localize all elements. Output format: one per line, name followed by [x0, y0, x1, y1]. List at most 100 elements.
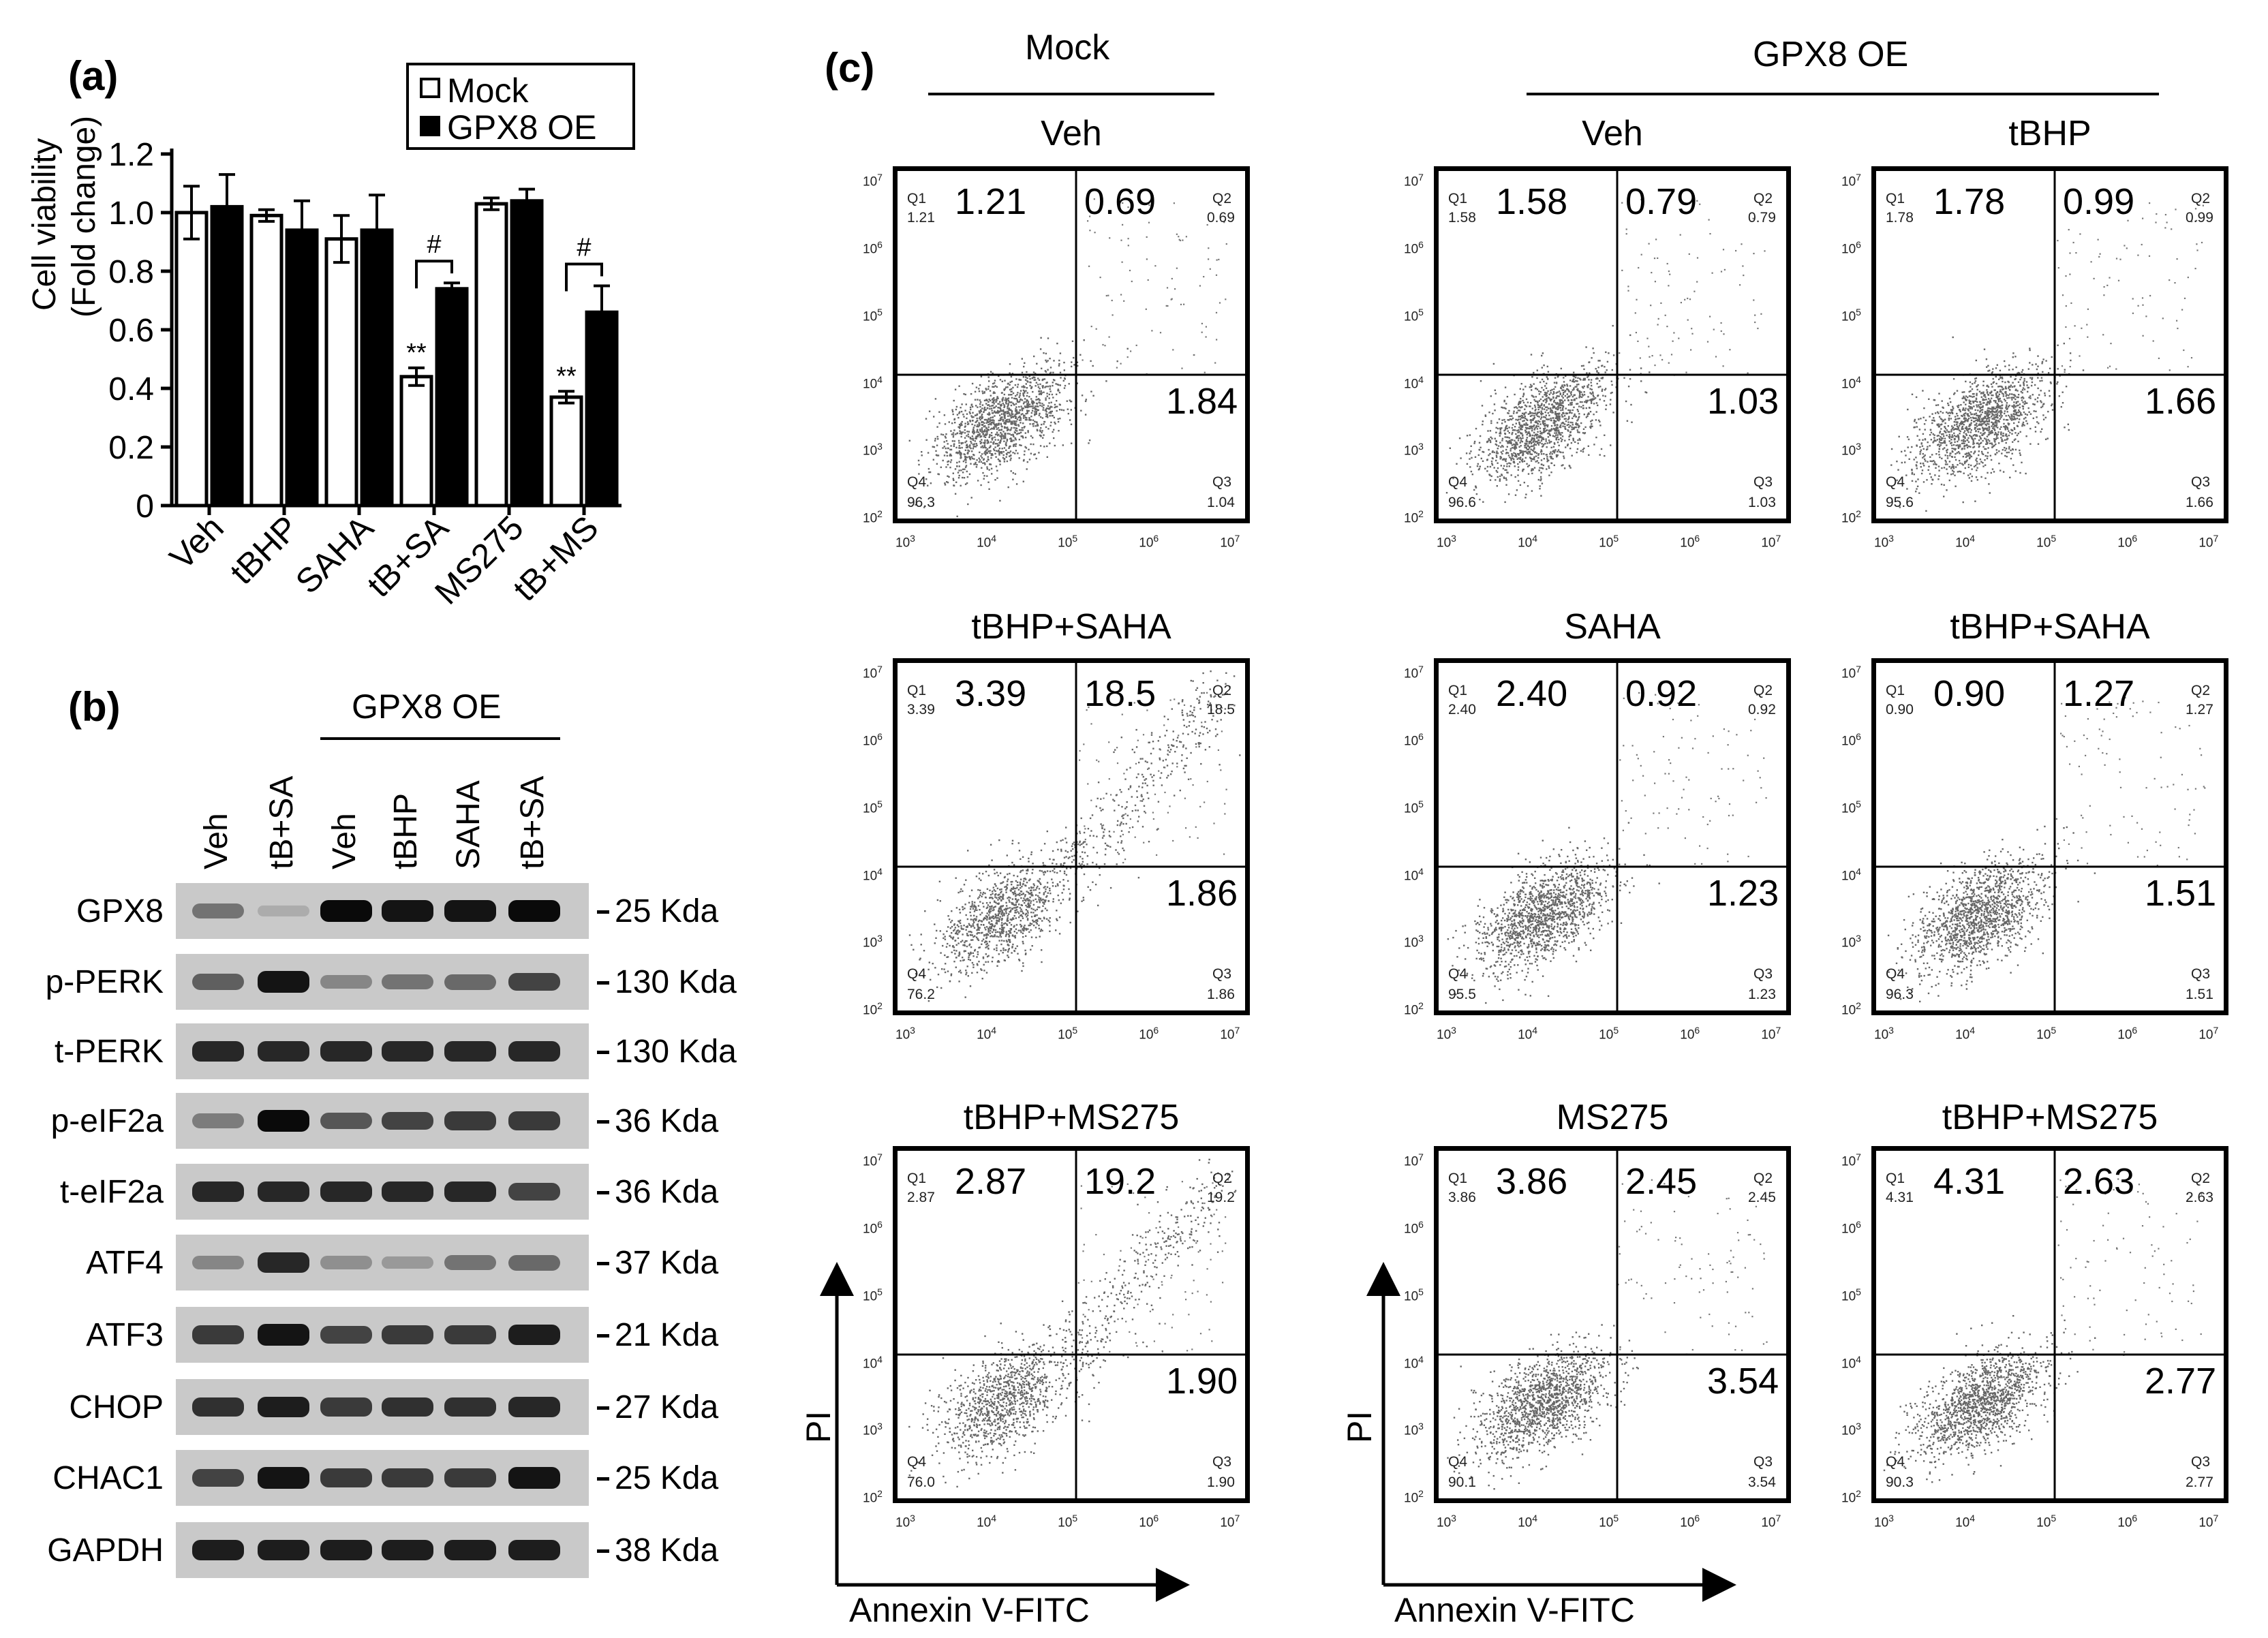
q2-label: Q2: [1753, 683, 1773, 698]
x-tick-label: 105: [1058, 533, 1078, 551]
y-tick-label: 105: [1841, 1286, 1861, 1304]
molecular-weight-label: 36 Kda: [615, 1174, 719, 1210]
q1-label: Q1: [907, 191, 927, 206]
y-tick-label: 107: [863, 172, 883, 189]
gpx8-oe-group-line: [320, 737, 560, 740]
blot-band: [192, 1468, 244, 1487]
x-tick-label: 106: [1139, 1025, 1159, 1042]
y-tick-label: 103: [1841, 933, 1861, 951]
y-tick-label: 0.6: [108, 313, 154, 349]
y-tick-label: 104: [1404, 373, 1424, 391]
lane-label: SAHA: [450, 780, 487, 869]
x-category-label: tB+MS: [506, 508, 606, 608]
q4-label: Q4: [907, 1454, 927, 1470]
x-tick-label: 106: [1139, 1513, 1159, 1530]
blot-row-CHAC1: [176, 1450, 589, 1506]
blot-row-p-PERK: [176, 954, 589, 1010]
legend-swatch-gpx8: [420, 116, 440, 136]
lane-label: tB+SA: [264, 775, 300, 869]
flow-plot-2: 1.78 0.99 1.66 Q1 1.78 Q2 0.99 Q3 1.66 Q4 95.6: [1871, 166, 2228, 523]
blot-band: [192, 903, 244, 919]
significance-hash: #: [577, 234, 591, 262]
lane-label: tBHP: [388, 792, 424, 869]
x-tick-label: 107: [1761, 1025, 1781, 1042]
panel-c-label: (c): [825, 45, 875, 91]
q1-small-value: 2.40: [1448, 702, 1476, 717]
blot-band: [320, 1397, 372, 1417]
flow-scatter: [1439, 171, 1786, 519]
panel-b-label: (b): [68, 684, 121, 730]
y-tick-label: 107: [1404, 1152, 1424, 1169]
y-tick-label: 102: [1841, 1000, 1861, 1018]
molecular-weight-label: 38 Kda: [615, 1532, 719, 1569]
blot-band: [258, 1324, 309, 1346]
significance-bracket: [415, 260, 453, 289]
quadrant-q2-value: 0.92: [1625, 673, 1698, 714]
y-tick-label: 107: [863, 664, 883, 681]
molecular-weight-label: 21 Kda: [615, 1317, 719, 1353]
quadrant-q2-value: 19.2: [1084, 1161, 1156, 1202]
blot-band: [320, 900, 372, 922]
blot-band: [444, 1468, 496, 1487]
y-tick-label: 102: [1404, 1000, 1424, 1018]
blot-band: [192, 974, 244, 990]
blot-band: [444, 1254, 496, 1271]
q4-label: Q4: [907, 474, 927, 490]
x-tick-label: 105: [2036, 533, 2057, 551]
y-tick-label: 0.8: [108, 254, 154, 290]
x-tick-label: 103: [1874, 533, 1894, 551]
x-tick-label: 104: [1518, 533, 1538, 551]
flow-plot-5: 0.90 1.27 1.51 Q1 0.90 Q2 1.27 Q3 1.51 Q4 96.3: [1871, 658, 2228, 1015]
q3-label: Q3: [2191, 474, 2211, 490]
y-tick-label: 106: [1841, 238, 1861, 257]
x-tick-label: 106: [1680, 1025, 1700, 1042]
molecular-weight-label: 27 Kda: [615, 1389, 719, 1425]
significance-double-star: **: [556, 362, 577, 390]
q3-label: Q3: [1753, 966, 1773, 982]
q2-label: Q2: [1212, 683, 1232, 698]
blot-band: [444, 1397, 496, 1417]
quadrant-q2-value: 0.69: [1084, 181, 1156, 222]
flow-plot-3: 3.39 18.5 1.86 Q1 3.39 Q2 18.5 Q3 1.86 Q4 76.2: [893, 658, 1250, 1015]
q1-small-value: 3.39: [907, 702, 935, 717]
blot-band: [508, 1111, 560, 1130]
x-tick-label: 103: [1874, 1513, 1894, 1530]
quadrant-q1-value: 4.31: [1933, 1161, 2006, 1202]
y-tick-label: 103: [863, 1421, 883, 1438]
y-tick-label: 106: [863, 238, 883, 257]
y-tick-label: 1.0: [108, 196, 154, 232]
x-tick-label: 106: [2117, 533, 2138, 551]
mock-header: Mock: [1025, 28, 1110, 67]
x-tick-label: 105: [2036, 1513, 2057, 1530]
y-tick-label: 0: [136, 489, 154, 525]
blot-band: [320, 1112, 372, 1130]
y-tick-label: 104: [863, 1353, 883, 1371]
x-tick-label: 105: [2036, 1025, 2057, 1042]
q2-small-value: 0.92: [1748, 702, 1776, 717]
flow-plot-title: tBHP: [2008, 114, 2091, 153]
flow-plot-title: Veh: [1582, 114, 1643, 153]
q4-small-value: 90.1: [1448, 1474, 1476, 1490]
x-tick-label: 107: [1220, 1513, 1240, 1530]
blot-band: [258, 1041, 309, 1062]
protein-label: GAPDH: [47, 1532, 164, 1569]
blot-row-CHOP: [176, 1379, 589, 1435]
y-tick-label: 105: [1841, 798, 1861, 816]
blot-band: [444, 1539, 496, 1561]
marker-tick: [597, 1477, 609, 1481]
q1-label: Q1: [1886, 1171, 1905, 1186]
x-tick-label: 103: [1874, 1025, 1894, 1042]
flow-plot-title: tBHP+SAHA: [1950, 607, 2150, 647]
blot-band: [258, 1467, 309, 1489]
y-tick-label: 103: [863, 441, 883, 459]
x-tick-label: 105: [1058, 1513, 1078, 1530]
protein-label: t-PERK: [54, 1034, 164, 1070]
q1-label: Q1: [907, 683, 927, 698]
x-tick-label: 107: [2198, 1025, 2219, 1042]
quadrant-q1-value: 1.78: [1933, 181, 2006, 222]
molecular-weight-label: 130 Kda: [615, 964, 737, 1000]
significance-hash: #: [427, 230, 441, 259]
quadrant-q3-value: 1.66: [2145, 381, 2217, 422]
x-tick-label: 106: [1139, 533, 1159, 551]
x-tick-label: 106: [1680, 533, 1700, 551]
